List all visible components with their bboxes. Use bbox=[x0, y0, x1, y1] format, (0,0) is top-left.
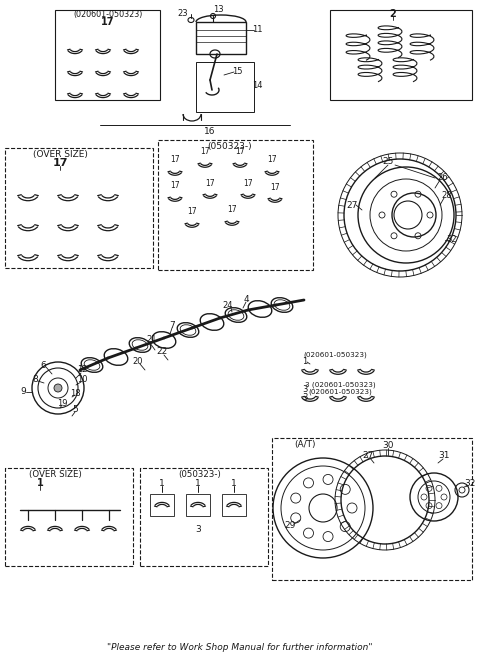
Text: 30: 30 bbox=[382, 440, 394, 449]
Text: 3: 3 bbox=[302, 394, 308, 403]
Text: 17: 17 bbox=[270, 182, 280, 192]
Text: 17: 17 bbox=[170, 155, 180, 165]
Text: 13: 13 bbox=[213, 5, 224, 14]
Bar bbox=[5, 148, 153, 268]
Text: 5: 5 bbox=[72, 405, 78, 415]
Text: 25: 25 bbox=[382, 157, 394, 167]
Text: (050323-): (050323-) bbox=[179, 470, 221, 478]
Text: 29: 29 bbox=[284, 520, 296, 529]
Text: 32: 32 bbox=[447, 236, 457, 245]
Text: (050323-): (050323-) bbox=[208, 142, 252, 150]
Text: 17: 17 bbox=[200, 148, 210, 157]
Text: 31: 31 bbox=[438, 451, 450, 461]
Bar bbox=[196, 62, 254, 112]
Text: 21: 21 bbox=[147, 335, 157, 344]
Text: 17: 17 bbox=[243, 178, 253, 188]
Text: 1: 1 bbox=[231, 478, 237, 487]
Text: 7: 7 bbox=[169, 321, 175, 329]
Text: 17: 17 bbox=[187, 207, 197, 216]
Text: 27: 27 bbox=[362, 451, 374, 459]
Text: 23: 23 bbox=[178, 9, 188, 18]
Text: 1: 1 bbox=[302, 358, 308, 367]
Bar bbox=[186, 494, 210, 516]
Text: 27: 27 bbox=[346, 201, 358, 209]
Text: 1: 1 bbox=[36, 478, 43, 488]
Text: 4: 4 bbox=[243, 295, 249, 304]
Text: (020601-050323): (020601-050323) bbox=[308, 389, 372, 396]
Text: 18: 18 bbox=[70, 388, 80, 398]
Bar bbox=[330, 10, 472, 100]
Text: (020601-050323): (020601-050323) bbox=[73, 9, 143, 18]
Text: 15: 15 bbox=[232, 68, 242, 77]
Text: 17: 17 bbox=[227, 205, 237, 215]
Text: 17: 17 bbox=[170, 182, 180, 190]
Text: (OVER SIZE): (OVER SIZE) bbox=[29, 470, 82, 478]
Text: 17: 17 bbox=[101, 17, 115, 27]
Text: 17: 17 bbox=[267, 155, 277, 165]
Text: 32: 32 bbox=[464, 480, 476, 489]
Text: 9: 9 bbox=[20, 388, 26, 396]
Text: 6: 6 bbox=[40, 361, 46, 369]
Text: 22: 22 bbox=[156, 348, 168, 356]
Bar bbox=[140, 468, 268, 566]
Text: 17: 17 bbox=[205, 178, 215, 188]
Bar bbox=[5, 468, 133, 566]
Text: 3: 3 bbox=[302, 386, 308, 394]
Text: 16: 16 bbox=[204, 127, 216, 136]
Text: 2: 2 bbox=[390, 9, 396, 19]
Text: 17: 17 bbox=[52, 158, 68, 168]
Bar bbox=[158, 140, 313, 270]
Text: 3 (020601-050323): 3 (020601-050323) bbox=[305, 382, 375, 388]
Text: 8: 8 bbox=[32, 375, 38, 384]
Bar bbox=[150, 494, 174, 516]
Text: 12: 12 bbox=[77, 365, 87, 375]
Text: (OVER SIZE): (OVER SIZE) bbox=[33, 150, 87, 159]
Bar bbox=[272, 438, 472, 580]
Circle shape bbox=[54, 384, 62, 392]
Text: 26: 26 bbox=[438, 173, 448, 182]
Bar bbox=[222, 494, 246, 516]
Text: 20: 20 bbox=[133, 358, 143, 367]
Text: 3: 3 bbox=[195, 525, 201, 535]
Text: 17: 17 bbox=[235, 148, 245, 157]
Text: 10: 10 bbox=[77, 375, 87, 384]
Text: 11: 11 bbox=[252, 26, 262, 35]
Text: (020601-050323): (020601-050323) bbox=[303, 352, 367, 358]
Text: 24: 24 bbox=[223, 302, 233, 310]
Text: 1: 1 bbox=[195, 478, 201, 487]
Text: "Please refer to Work Shop Manual for further information": "Please refer to Work Shop Manual for fu… bbox=[107, 644, 373, 653]
Bar bbox=[196, 22, 246, 54]
Text: 28: 28 bbox=[442, 190, 452, 199]
Text: (A/T): (A/T) bbox=[294, 440, 315, 449]
Text: 1: 1 bbox=[159, 478, 165, 487]
Text: 19: 19 bbox=[57, 398, 67, 407]
Text: 14: 14 bbox=[252, 81, 262, 89]
Bar bbox=[55, 10, 160, 100]
